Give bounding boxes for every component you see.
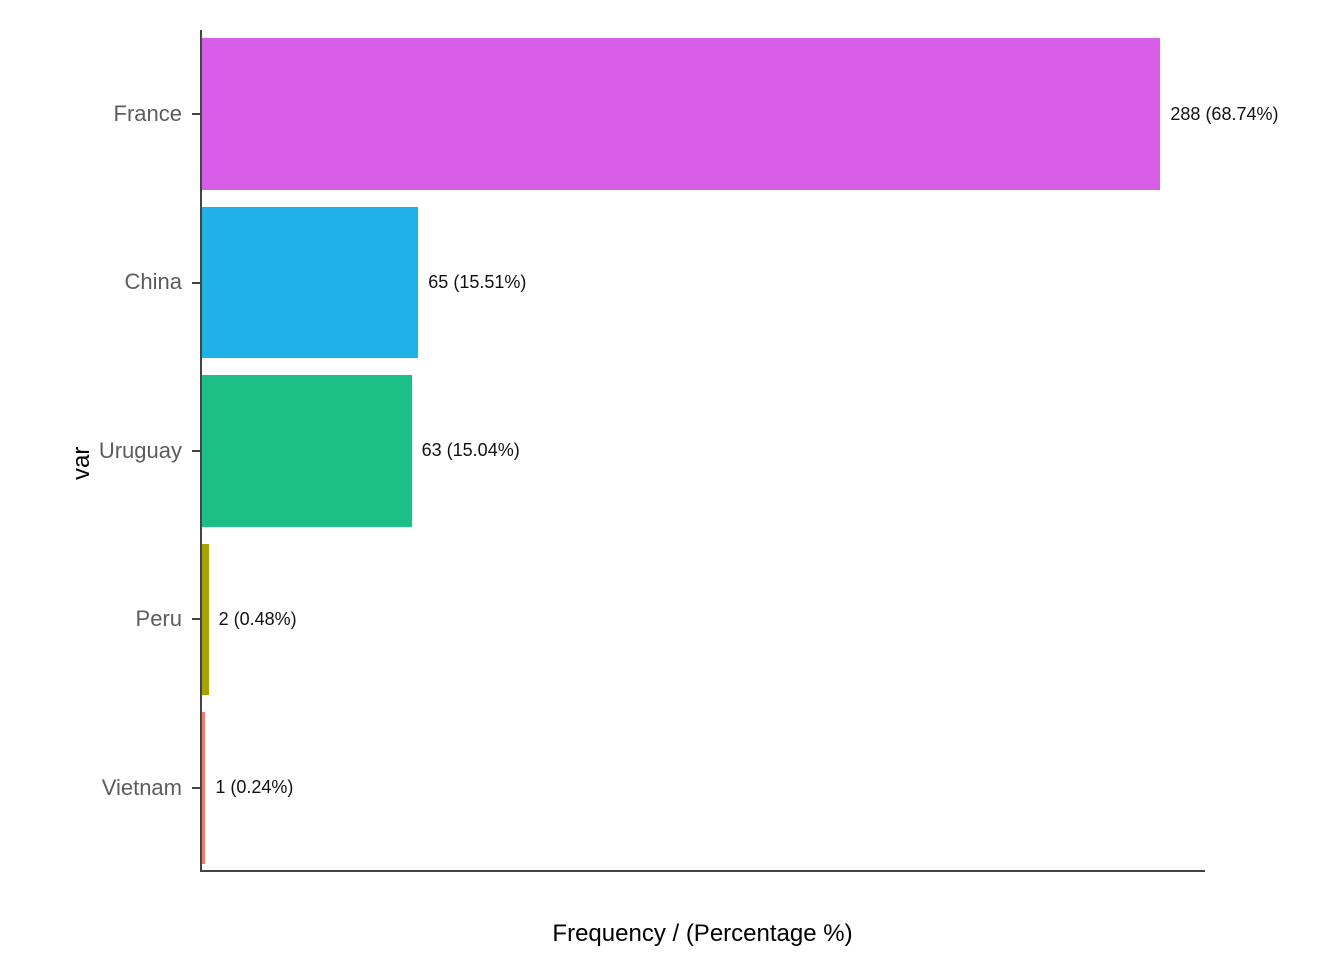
y-tick-mark (192, 113, 200, 115)
y-tick-mark (192, 618, 200, 620)
y-tick-label: Peru (136, 606, 182, 632)
bar-value-label: 63 (15.04%) (422, 440, 520, 461)
bar-row: 65 (15.51%) (202, 207, 526, 359)
bar-row: 1 (0.24%) (202, 712, 293, 864)
y-tick-label: Uruguay (99, 438, 182, 464)
bar (202, 544, 209, 696)
x-axis-label: Frequency / (Percentage %) (200, 920, 1205, 948)
y-tick-label: China (125, 269, 182, 295)
bar-value-label: 288 (68.74%) (1170, 104, 1278, 125)
bar-row: 63 (15.04%) (202, 375, 520, 527)
y-tick-label: France (114, 101, 182, 127)
bar (202, 712, 205, 864)
bar-row: 288 (68.74%) (202, 38, 1278, 190)
bar (202, 38, 1160, 190)
frequency-bar-chart: var Frequency / (Percentage %) 288 (68.7… (0, 0, 1344, 960)
y-tick-mark (192, 787, 200, 789)
bar-value-label: 65 (15.51%) (428, 272, 526, 293)
y-tick-label: Vietnam (102, 775, 182, 801)
bar (202, 375, 412, 527)
bar-row: 2 (0.48%) (202, 544, 297, 696)
y-tick-mark (192, 282, 200, 284)
y-tick-mark (192, 450, 200, 452)
bar-value-label: 2 (0.48%) (219, 609, 297, 630)
bar (202, 207, 418, 359)
bar-value-label: 1 (0.24%) (215, 777, 293, 798)
y-axis-label: var (68, 447, 96, 480)
